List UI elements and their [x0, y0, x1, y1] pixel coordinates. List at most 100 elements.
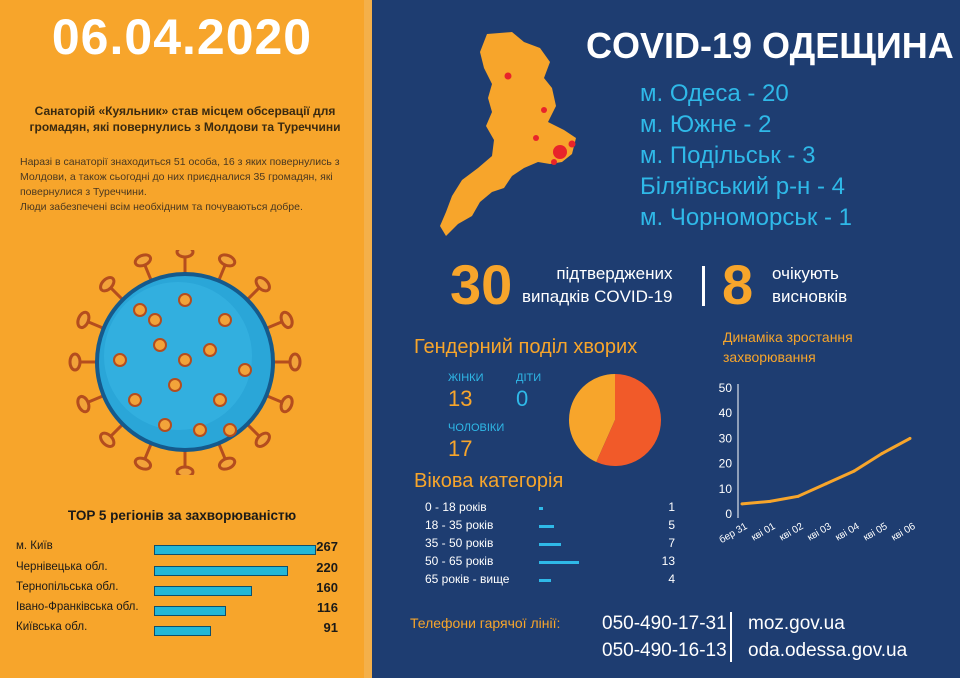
dynamics-title-line-1: Динаміка зростання — [723, 329, 853, 345]
phone-2[interactable]: 050-490-16-13 — [602, 640, 727, 661]
virus-spike-head — [217, 253, 237, 268]
region-bar — [154, 606, 226, 616]
age-bar — [539, 561, 579, 564]
region-value: 116 — [317, 600, 338, 615]
virus-spot — [128, 393, 142, 407]
age-label: 35 - 50 років — [425, 536, 494, 550]
city-count: м. Одеса - 20 — [640, 80, 789, 107]
dynamics-title-line-2: захворювання — [723, 349, 816, 365]
y-tick-label: 50 — [719, 381, 733, 395]
x-tick-label: кві 03 — [806, 521, 834, 544]
subtitle-line-2: громадян, які повернулись з Молдови та Т… — [29, 120, 341, 134]
region-bar — [154, 586, 252, 596]
observation-text: Наразі в санаторії знаходиться 51 особа,… — [20, 155, 355, 215]
virus-spot — [113, 353, 127, 367]
virus-spike-head — [279, 310, 294, 330]
y-tick-label: 40 — [719, 406, 733, 420]
y-tick-label: 0 — [725, 507, 732, 521]
virus-spot — [223, 423, 237, 437]
confirmed-number: 30 — [450, 253, 513, 316]
x-tick-label: кві 01 — [750, 521, 778, 544]
hotline-label: Телефони гарячої лінії: — [410, 615, 561, 631]
age-row: 18 - 35 років 5 — [415, 518, 675, 536]
phone-1[interactable]: 050-490-17-31 — [602, 613, 727, 634]
virus-spike-head — [68, 352, 82, 372]
virus-spike-head — [279, 394, 294, 414]
region-row: Тернопільська обл. 160 — [16, 580, 346, 599]
age-label: 0 - 18 років — [425, 500, 487, 514]
series-point — [768, 499, 772, 503]
age-bar — [539, 579, 551, 582]
x-tick-label: кві 02 — [778, 521, 806, 544]
virus-spike-head — [175, 250, 195, 259]
age-value: 13 — [661, 554, 675, 568]
age-value: 7 — [668, 536, 675, 550]
right-panel — [372, 0, 960, 678]
virus-spike-head — [254, 276, 271, 293]
age-label: 65 років - вище — [425, 572, 510, 586]
women-label: ЖІНКИ — [448, 372, 484, 384]
date-title: 06.04.2020 — [51, 9, 313, 65]
series-point — [852, 469, 856, 473]
dynamics-title: Динаміка зростання захворювання — [723, 327, 853, 367]
virus-spike-head — [99, 431, 116, 448]
virus-spot — [203, 343, 217, 357]
city-count: Біляївський р-н - 4 — [640, 173, 845, 200]
virus-spot — [238, 363, 252, 377]
gender-pie-chart — [569, 374, 661, 466]
region-name: Чернівецька обл. — [16, 561, 108, 573]
confirmed-line-2: випадків COVID-19 — [522, 287, 673, 306]
observation-subtitle: Санаторій «Куяльник» став місцем обсерва… — [20, 103, 350, 135]
virus-spot — [158, 418, 172, 432]
panel-divider — [364, 0, 372, 678]
region-value: 160 — [316, 580, 338, 595]
body-line-1: Наразі в санаторії знаходиться 51 особа,… — [20, 156, 340, 168]
y-tick-label: 30 — [719, 431, 733, 445]
virus-spot — [193, 423, 207, 437]
site-moz[interactable]: moz.gov.ua — [748, 613, 845, 634]
region-name: м. Київ — [16, 540, 53, 552]
age-value: 5 — [668, 518, 675, 532]
city-count: м. Южне - 2 — [640, 111, 772, 138]
contacts-separator — [730, 612, 732, 662]
virus-spike-head — [76, 394, 91, 414]
region-value: 220 — [316, 560, 338, 575]
stats-separator — [702, 266, 705, 306]
covid-title: COVID-19 ОДЕЩИНА — [586, 25, 954, 66]
virus-spike-head — [99, 276, 116, 293]
map-dot-north — [541, 107, 547, 113]
age-row: 35 - 50 років 7 — [415, 536, 675, 554]
map-dot-biliaivka — [533, 135, 539, 141]
virus-spot — [218, 313, 232, 327]
virus-spot — [153, 338, 167, 352]
age-bar — [539, 525, 554, 528]
region-bar — [154, 626, 211, 636]
age-label: 18 - 35 років — [425, 518, 494, 532]
children-label: ДІТИ — [516, 372, 542, 384]
top5-title: TOP 5 регіонів за захворюваністю — [67, 508, 297, 523]
body-line-4: Люди забезпечені всім необхідним та почу… — [20, 201, 303, 213]
x-tick-label: бер 31 — [717, 520, 750, 546]
age-label: 50 - 65 років — [425, 554, 494, 568]
virus-spike-head — [133, 253, 153, 268]
virus-spot — [133, 303, 147, 317]
series-point — [824, 482, 828, 486]
region-value: 267 — [316, 539, 338, 554]
virus-spot — [178, 293, 192, 307]
body-line-2: Молдови, а також сьогодні до них приєдна… — [20, 171, 333, 183]
city-count: м. Чорноморськ - 1 — [640, 204, 853, 231]
age-value: 1 — [668, 500, 675, 514]
men-value: 17 — [448, 436, 473, 461]
age-row: 0 - 18 років 1 — [415, 500, 675, 518]
women-value: 13 — [448, 386, 473, 411]
men-label: ЧОЛОВІКИ — [448, 422, 505, 434]
map-dot-yuzhne — [568, 140, 576, 148]
age-value: 4 — [668, 572, 675, 586]
site-oda[interactable]: oda.odessa.gov.ua — [748, 640, 908, 661]
virus-spike-head — [254, 431, 271, 448]
region-name: Тернопільська обл. — [16, 581, 119, 593]
pie-slice-women — [569, 374, 615, 463]
pending-label: очікують висновків — [772, 262, 847, 308]
city-count: м. Подільськ - 3 — [640, 142, 816, 169]
age-bar — [539, 507, 543, 510]
